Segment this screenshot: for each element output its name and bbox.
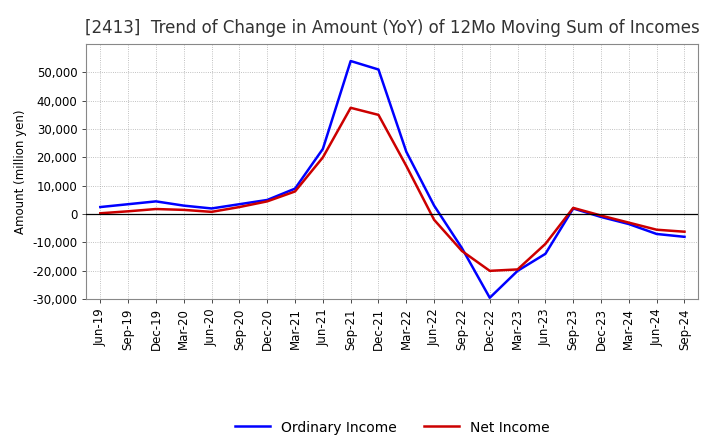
Ordinary Income	[291, 186, 300, 191]
Ordinary Income	[207, 206, 216, 211]
Ordinary Income	[402, 149, 410, 154]
Net Income	[152, 206, 161, 212]
Ordinary Income	[541, 251, 550, 257]
Ordinary Income	[430, 203, 438, 208]
Ordinary Income	[680, 234, 689, 239]
Net Income	[291, 189, 300, 194]
Legend: Ordinary Income, Net Income: Ordinary Income, Net Income	[235, 421, 550, 435]
Net Income	[374, 112, 383, 117]
Ordinary Income	[152, 199, 161, 204]
Net Income	[124, 209, 132, 214]
Y-axis label: Amount (million yen): Amount (million yen)	[14, 110, 27, 234]
Net Income	[652, 227, 661, 232]
Ordinary Income	[235, 202, 243, 207]
Ordinary Income	[318, 146, 327, 151]
Net Income	[235, 205, 243, 210]
Ordinary Income	[597, 214, 606, 220]
Ordinary Income	[652, 231, 661, 237]
Ordinary Income	[263, 197, 271, 202]
Net Income	[179, 207, 188, 213]
Net Income	[513, 267, 522, 272]
Net Income	[541, 241, 550, 246]
Net Income	[96, 211, 104, 216]
Ordinary Income	[458, 246, 467, 251]
Ordinary Income	[179, 203, 188, 208]
Ordinary Income	[485, 295, 494, 301]
Net Income	[624, 220, 633, 225]
Net Income	[207, 209, 216, 215]
Net Income	[402, 163, 410, 169]
Line: Ordinary Income: Ordinary Income	[100, 61, 685, 298]
Ordinary Income	[513, 268, 522, 274]
Net Income	[680, 229, 689, 235]
Ordinary Income	[96, 205, 104, 210]
Ordinary Income	[374, 67, 383, 72]
Net Income	[569, 205, 577, 210]
Net Income	[346, 105, 355, 110]
Ordinary Income	[346, 59, 355, 64]
Title: [2413]  Trend of Change in Amount (YoY) of 12Mo Moving Sum of Incomes: [2413] Trend of Change in Amount (YoY) o…	[85, 19, 700, 37]
Line: Net Income: Net Income	[100, 108, 685, 271]
Ordinary Income	[124, 202, 132, 207]
Ordinary Income	[569, 206, 577, 211]
Ordinary Income	[624, 221, 633, 227]
Net Income	[485, 268, 494, 274]
Net Income	[430, 217, 438, 223]
Net Income	[263, 199, 271, 204]
Net Income	[318, 155, 327, 160]
Net Income	[597, 213, 606, 218]
Net Income	[458, 248, 467, 253]
